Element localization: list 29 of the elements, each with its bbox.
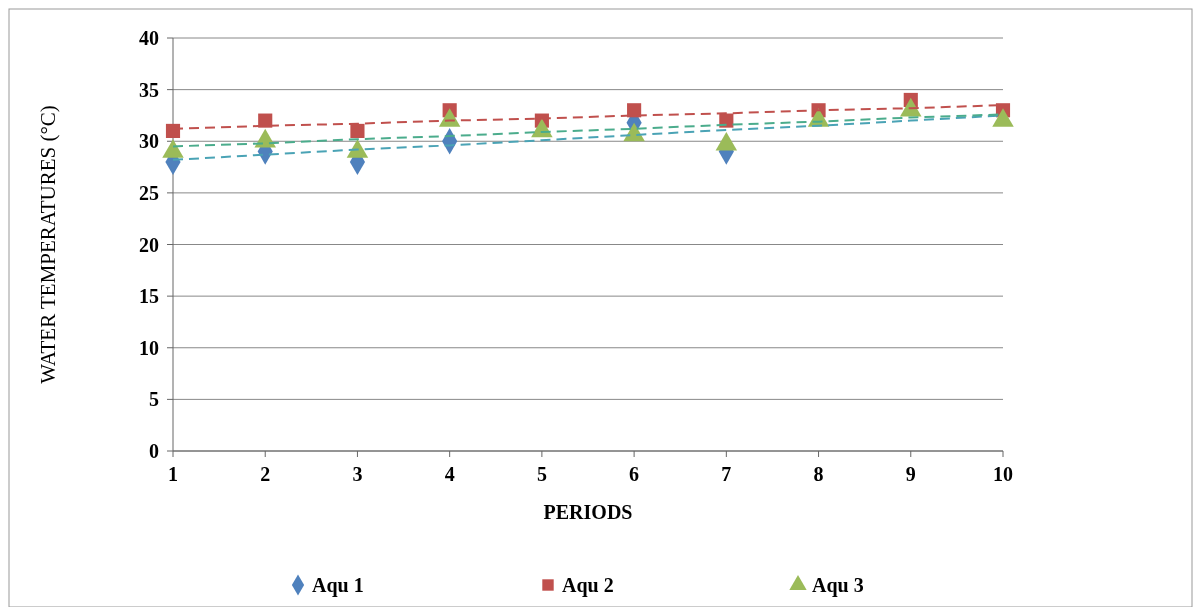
- x-tick-label: 2: [260, 463, 271, 485]
- legend-label: Aqu 2: [562, 574, 614, 597]
- y-tick-label: 35: [139, 78, 159, 101]
- x-tick-label: 8: [813, 463, 824, 485]
- x-tick-label: 9: [905, 463, 916, 485]
- point: [165, 123, 181, 138]
- y-tick-label: 20: [139, 233, 159, 256]
- x-axis-title: PERIODS: [543, 501, 633, 523]
- y-axis-title: WATER TEMPERATURES (°C): [36, 105, 60, 384]
- y-tick-label: 30: [139, 130, 159, 153]
- y-tick-label: 25: [139, 181, 159, 204]
- x-tick-label: 1: [168, 463, 178, 485]
- x-tick-label: 5: [536, 463, 547, 485]
- y-tick-label: 10: [139, 336, 159, 359]
- point: [719, 113, 734, 128]
- y-tick-label: 0: [149, 440, 159, 462]
- y-tick-label: 5: [149, 388, 159, 411]
- point: [627, 103, 642, 118]
- y-tick-label: 15: [139, 285, 159, 308]
- y-tick-label: 40: [139, 27, 159, 49]
- x-tick-label: 7: [721, 463, 732, 485]
- x-tick-label: 3: [352, 463, 363, 485]
- point: [350, 123, 365, 138]
- x-tick-label: 6: [629, 463, 640, 485]
- x-tick-label: 10: [993, 463, 1013, 485]
- point: [258, 113, 273, 128]
- legend-label: Aqu 1: [312, 574, 364, 597]
- x-tick-label: 4: [444, 463, 455, 485]
- legend-label: Aqu 3: [812, 574, 864, 597]
